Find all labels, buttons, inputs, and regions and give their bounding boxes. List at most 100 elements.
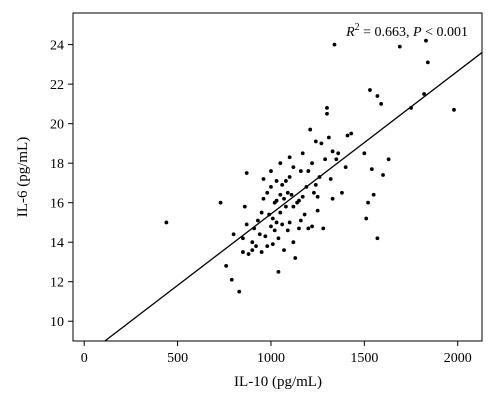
data-point — [255, 218, 260, 223]
data-point — [254, 244, 258, 249]
data-point — [386, 157, 391, 162]
data-point — [379, 101, 384, 106]
data-point — [332, 42, 337, 47]
data-point — [371, 192, 376, 197]
data-point — [229, 277, 234, 282]
r2-exponent: 2 — [355, 22, 360, 33]
data-point — [237, 289, 242, 294]
data-point — [280, 222, 285, 227]
r2-value: = 0.663, — [360, 25, 413, 40]
data-point — [345, 133, 350, 138]
data-point — [452, 107, 456, 112]
data-point — [366, 200, 370, 205]
data-point — [313, 139, 318, 144]
data-point — [310, 161, 314, 166]
data-point — [278, 192, 283, 197]
data-point — [282, 196, 286, 201]
data-point — [261, 177, 266, 181]
data-point — [250, 240, 255, 245]
y-tick-label: 24 — [50, 39, 64, 54]
data-point — [244, 222, 249, 227]
data-point — [422, 92, 427, 96]
data-point — [330, 196, 335, 201]
data-point — [164, 220, 169, 225]
y-tick-label: 10 — [50, 315, 64, 330]
data-point — [257, 232, 262, 237]
data-point — [276, 269, 281, 274]
data-point — [274, 198, 279, 203]
data-point — [287, 175, 292, 179]
data-point — [274, 179, 279, 183]
data-point — [291, 165, 296, 170]
data-point — [315, 208, 320, 213]
regression-line — [103, 52, 482, 341]
y-tick-label: 20 — [50, 118, 64, 133]
data-point — [328, 177, 333, 181]
data-point — [287, 155, 292, 160]
data-point — [362, 151, 367, 156]
data-point — [293, 256, 298, 260]
plot-frame — [72, 12, 483, 342]
y-tick-label: 16 — [50, 197, 64, 212]
x-tick-label: 1000 — [257, 351, 285, 366]
data-point — [375, 236, 380, 241]
data-point — [298, 218, 303, 223]
data-point — [364, 216, 369, 221]
data-point — [397, 44, 402, 49]
data-point — [261, 196, 266, 201]
data-point — [269, 224, 273, 229]
data-point — [330, 149, 335, 154]
data-point — [381, 173, 385, 177]
y-tick-label: 12 — [50, 276, 64, 291]
data-point — [289, 192, 294, 197]
data-point — [269, 169, 273, 173]
data-point — [298, 169, 303, 173]
data-point — [246, 252, 251, 256]
data-point — [308, 127, 313, 132]
r2-symbol: R — [345, 25, 355, 40]
data-point — [306, 226, 311, 231]
data-point — [285, 190, 290, 195]
data-point — [325, 105, 329, 110]
data-point — [306, 169, 311, 173]
data-point — [218, 200, 223, 205]
data-point — [274, 220, 279, 225]
data-point — [323, 157, 328, 162]
data-point — [231, 232, 236, 237]
data-point — [276, 236, 281, 241]
data-point — [285, 228, 290, 233]
data-point — [369, 167, 374, 171]
data-point — [278, 210, 283, 215]
data-point — [241, 250, 245, 254]
y-tick-label: 14 — [50, 236, 64, 251]
x-tick-label: 2000 — [444, 351, 472, 366]
data-point — [280, 183, 285, 187]
data-point — [250, 248, 255, 253]
x-axis-title: IL-10 (pg/mL) — [234, 374, 322, 390]
data-point — [368, 88, 372, 92]
data-point — [315, 194, 320, 199]
data-point — [282, 248, 286, 253]
data-point — [284, 179, 288, 183]
r2-annotation: R2 = 0.663, P < 0.001 — [345, 22, 468, 40]
x-tick-label: 500 — [167, 351, 188, 366]
data-point — [265, 190, 270, 195]
data-point — [287, 220, 292, 225]
data-point — [263, 234, 268, 239]
data-point — [291, 204, 296, 209]
data-point — [425, 60, 430, 65]
data-point — [319, 141, 324, 146]
x-tick-label: 0 — [81, 351, 88, 366]
data-point — [259, 250, 264, 254]
data-point — [259, 210, 264, 215]
data-point — [291, 240, 296, 245]
data-point — [270, 216, 275, 221]
data-point — [272, 228, 277, 233]
data-point — [310, 224, 314, 229]
data-point — [297, 198, 301, 203]
data-point — [242, 204, 247, 209]
data-point — [300, 194, 305, 199]
data-point — [313, 183, 318, 187]
data-point — [241, 236, 245, 241]
